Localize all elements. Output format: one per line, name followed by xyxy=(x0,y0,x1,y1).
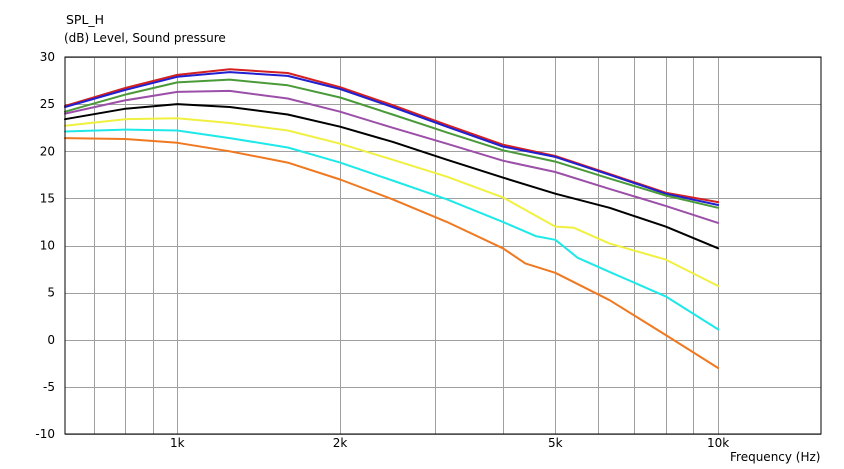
grid xyxy=(65,57,821,435)
x-tick-labels: 1k 2k 5k 10k xyxy=(170,436,729,450)
y-tick-label: -5 xyxy=(43,380,55,394)
y-tick-label: 20 xyxy=(40,144,55,158)
y-tick-label: 25 xyxy=(40,97,55,111)
series-line-8 xyxy=(64,137,720,369)
series-line-4 xyxy=(64,89,720,224)
series-line-3 xyxy=(64,78,720,209)
y-tick-label: 15 xyxy=(40,191,55,205)
y-tick-label: 5 xyxy=(47,286,55,300)
series-group xyxy=(64,68,720,369)
series-line-2 xyxy=(64,71,720,206)
y-tick-label: 30 xyxy=(40,50,55,64)
y-tick-label: 10 xyxy=(40,239,55,253)
x-tick-label: 5k xyxy=(548,436,563,450)
y-axis-label: (dB) Level, Sound pressure xyxy=(64,31,226,45)
plot-frame xyxy=(64,56,822,435)
x-tick-label: 2k xyxy=(333,436,348,450)
chart-title: SPL_H xyxy=(66,12,105,27)
series-line-5 xyxy=(64,103,720,250)
y-tick-label: 0 xyxy=(47,333,55,347)
y-tick-labels: -10 -5 0 5 10 15 20 25 30 xyxy=(35,50,55,441)
series-line-7 xyxy=(64,128,720,331)
x-tick-label: 1k xyxy=(170,436,185,450)
x-tick-label: 10k xyxy=(707,436,729,450)
x-axis-label: Frequency (Hz) xyxy=(730,450,821,464)
series-line-6 xyxy=(64,117,720,287)
y-tick-label: -10 xyxy=(35,427,55,441)
